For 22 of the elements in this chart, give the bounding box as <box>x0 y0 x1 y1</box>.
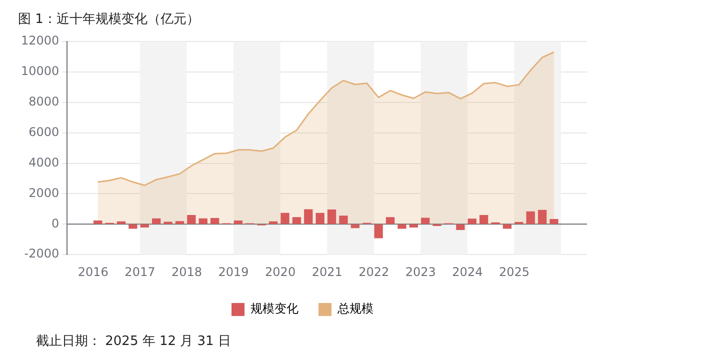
x-tick-label: 2023 <box>405 264 436 279</box>
text: 截止日期： 2025 年 12 月 31 日 <box>36 333 232 350</box>
x-tick-label: 2018 <box>171 264 202 279</box>
y-tick-label: 12000 <box>20 34 60 48</box>
chart-title: 图 1：近十年规模变化（亿元） <box>18 12 200 28</box>
y-tick-label: -2000 <box>24 246 60 261</box>
legend-label: 总规模 <box>336 302 374 316</box>
y-tick-label: 2000 <box>28 186 60 200</box>
x-tick-label: 2021 <box>312 264 342 279</box>
x-tick-label: 2024 <box>452 264 483 279</box>
x-tick-label: 2020 <box>265 264 296 279</box>
x-tick-label: 2025 <box>498 264 530 279</box>
y-tick-label: 6000 <box>28 125 60 140</box>
x-tick-label: 2022 <box>358 264 390 279</box>
x-tick-label: 2019 <box>218 264 249 279</box>
legend-label: 规模变化 <box>250 302 298 316</box>
y-tick-label: 10000 <box>20 64 60 78</box>
y-tick-label: 0 <box>52 216 60 230</box>
x-tick-label: 2017 <box>124 264 156 279</box>
x-tick-label: 2016 <box>78 264 108 279</box>
y-tick-label: 4000 <box>28 155 60 170</box>
y-tick-label: 8000 <box>28 94 60 109</box>
